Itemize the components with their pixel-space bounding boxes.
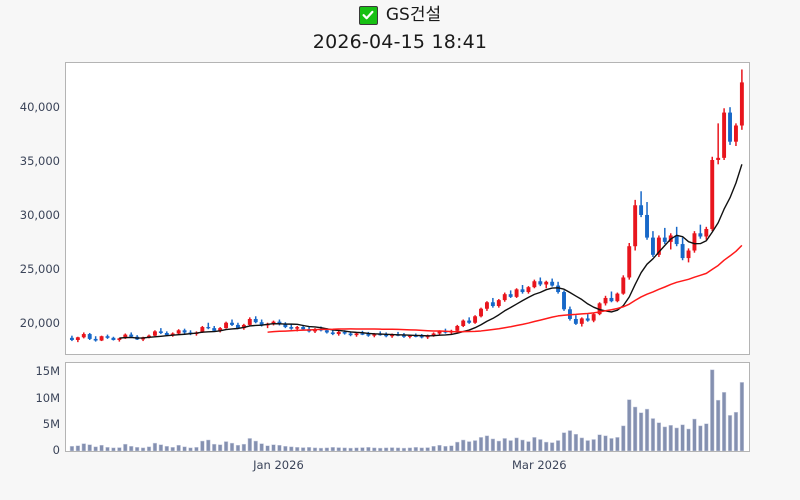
candlestick-plot [69, 69, 744, 343]
volume-y-tick: 10M [35, 390, 60, 405]
volume-y-tick: 0 [52, 443, 60, 457]
volume-y-tick: 15M [35, 364, 60, 379]
chart-header: GS건설 2026-04-15 18:41 [0, 0, 800, 54]
price-y-tick: 40,000 [19, 100, 60, 115]
price-y-tick: 30,000 [19, 208, 60, 223]
price-y-tick: 25,000 [19, 261, 60, 276]
volume-y-tick: 5M [42, 416, 60, 431]
x-tick: Mar 2026 [511, 458, 567, 472]
green-check-icon [358, 5, 378, 25]
volume-chart-panel[interactable] [65, 362, 750, 452]
price-chart-panel[interactable] [65, 62, 750, 355]
timestamp-label: 2026-04-15 18:41 [312, 31, 488, 53]
page-title: GS건설 [385, 4, 442, 25]
volume-plot [69, 369, 744, 451]
price-y-tick: 35,000 [19, 154, 60, 169]
x-tick: Jan 2026 [253, 458, 304, 472]
title-row: GS건설 [0, 2, 800, 28]
volume-y-axis: 0 5M 10M 15M [0, 0, 60, 500]
price-y-axis: 20,000 25,000 30,000 35,000 40,000 [0, 0, 60, 500]
price-y-tick: 20,000 [19, 315, 60, 330]
